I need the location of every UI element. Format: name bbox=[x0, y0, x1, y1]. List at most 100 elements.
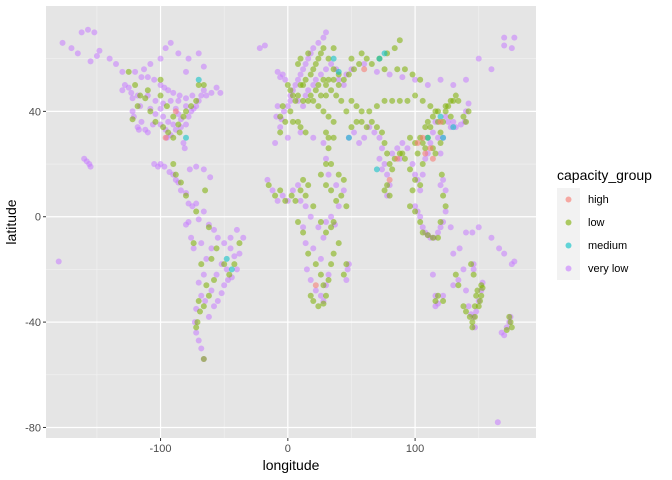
data-point bbox=[422, 124, 429, 131]
data-point bbox=[455, 282, 462, 289]
data-point bbox=[363, 55, 370, 62]
data-point bbox=[320, 34, 327, 41]
data-point bbox=[236, 240, 243, 247]
y-tick-label: -40 bbox=[25, 317, 41, 329]
data-point bbox=[195, 279, 202, 286]
data-point bbox=[320, 139, 327, 146]
data-point bbox=[317, 271, 324, 278]
data-point bbox=[381, 139, 388, 146]
data-point bbox=[386, 176, 393, 183]
data-point bbox=[208, 245, 215, 252]
data-point bbox=[381, 50, 388, 57]
data-point bbox=[437, 224, 444, 231]
data-point bbox=[300, 97, 307, 104]
data-point bbox=[488, 234, 495, 241]
data-point bbox=[74, 50, 81, 57]
data-point bbox=[300, 224, 307, 231]
legend-label: medium bbox=[588, 240, 627, 252]
data-point bbox=[348, 124, 355, 131]
data-point bbox=[478, 292, 485, 299]
data-point bbox=[284, 103, 291, 110]
data-point bbox=[183, 134, 189, 141]
data-point bbox=[323, 66, 329, 73]
data-point bbox=[460, 113, 467, 120]
data-point bbox=[312, 287, 319, 294]
data-point bbox=[412, 171, 419, 178]
data-point bbox=[419, 139, 426, 146]
data-point bbox=[289, 118, 296, 125]
data-point bbox=[233, 266, 240, 273]
data-point bbox=[289, 92, 296, 99]
data-point bbox=[297, 129, 304, 136]
data-point bbox=[460, 303, 467, 310]
data-point bbox=[256, 45, 263, 52]
data-point bbox=[207, 174, 214, 181]
data-point bbox=[160, 113, 167, 120]
legend-key-swatch bbox=[565, 265, 572, 272]
data-point bbox=[325, 113, 332, 120]
data-point bbox=[323, 155, 329, 162]
y-axis-title: latitude bbox=[3, 199, 19, 244]
data-point bbox=[297, 71, 304, 78]
data-point bbox=[193, 163, 200, 170]
data-point bbox=[445, 103, 452, 110]
data-point bbox=[343, 261, 350, 268]
data-point bbox=[335, 68, 342, 75]
data-point bbox=[450, 124, 457, 131]
data-point bbox=[310, 66, 317, 73]
data-point bbox=[437, 118, 444, 125]
data-point bbox=[165, 129, 172, 136]
data-point bbox=[144, 74, 151, 81]
legend-keys: high low medium very low bbox=[557, 188, 628, 280]
data-point bbox=[167, 97, 174, 104]
data-point bbox=[348, 97, 355, 104]
data-point bbox=[437, 219, 444, 225]
data-point bbox=[310, 45, 317, 52]
data-point bbox=[300, 229, 307, 236]
data-point bbox=[240, 234, 247, 241]
data-point bbox=[203, 92, 210, 99]
data-point bbox=[353, 103, 360, 110]
data-point bbox=[323, 82, 329, 89]
data-point bbox=[277, 74, 284, 81]
data-point bbox=[450, 282, 457, 289]
data-point bbox=[157, 76, 164, 83]
data-point bbox=[384, 182, 391, 189]
data-point bbox=[277, 124, 284, 131]
data-point bbox=[305, 97, 312, 104]
data-point bbox=[412, 76, 419, 83]
data-point bbox=[183, 121, 189, 128]
data-point bbox=[211, 226, 217, 233]
data-point bbox=[119, 87, 126, 94]
data-point bbox=[198, 261, 205, 268]
data-point bbox=[356, 139, 363, 146]
data-point bbox=[170, 113, 177, 120]
data-point bbox=[200, 208, 207, 215]
data-point bbox=[386, 161, 393, 168]
data-point bbox=[167, 39, 174, 46]
data-point bbox=[429, 271, 436, 278]
data-point bbox=[320, 108, 327, 115]
data-point bbox=[424, 232, 431, 239]
legend-label: very low bbox=[588, 263, 628, 275]
data-point bbox=[376, 55, 383, 62]
data-point bbox=[442, 113, 449, 120]
data-point bbox=[456, 245, 463, 252]
data-point bbox=[452, 271, 459, 278]
data-point bbox=[315, 55, 322, 62]
data-point bbox=[303, 266, 310, 273]
data-point bbox=[335, 76, 342, 83]
data-point bbox=[317, 71, 324, 78]
data-point bbox=[185, 113, 192, 120]
data-point bbox=[274, 103, 281, 110]
data-point bbox=[450, 250, 457, 257]
data-point bbox=[142, 95, 149, 102]
data-point bbox=[144, 87, 151, 94]
data-point bbox=[190, 240, 197, 247]
data-point bbox=[315, 224, 322, 231]
data-point bbox=[144, 129, 151, 136]
data-point bbox=[371, 129, 378, 136]
y-axis-ticks: -80 -40 0 40 bbox=[25, 106, 46, 434]
data-point bbox=[214, 234, 221, 241]
data-point bbox=[381, 161, 388, 168]
